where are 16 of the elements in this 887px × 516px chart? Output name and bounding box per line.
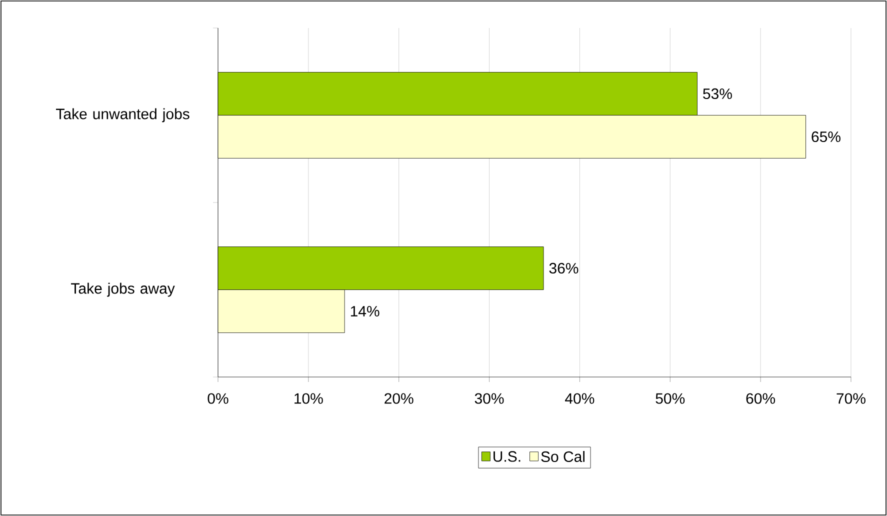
x-tick-label: 50% <box>656 393 685 404</box>
data-label: 14% <box>350 306 380 316</box>
x-tick-label: 20% <box>384 393 414 404</box>
x-tick-label: 60% <box>746 393 776 404</box>
x-tick-label: 10% <box>294 393 323 404</box>
legend-label: U.S. <box>494 451 520 462</box>
x-tick-label: 40% <box>565 393 594 404</box>
data-label: 53% <box>703 88 732 100</box>
data-label: 36% <box>549 262 578 274</box>
y-tick-label: Take unwanted jobs <box>56 108 190 122</box>
data-label: 65% <box>812 131 840 142</box>
x-tick-label: 0% <box>208 393 228 404</box>
legend-label: So Cal <box>541 450 584 462</box>
y-tick-label: Take jobs away <box>71 282 175 297</box>
x-tick-label: 30% <box>474 393 504 404</box>
x-tick-label: 70% <box>836 393 866 404</box>
